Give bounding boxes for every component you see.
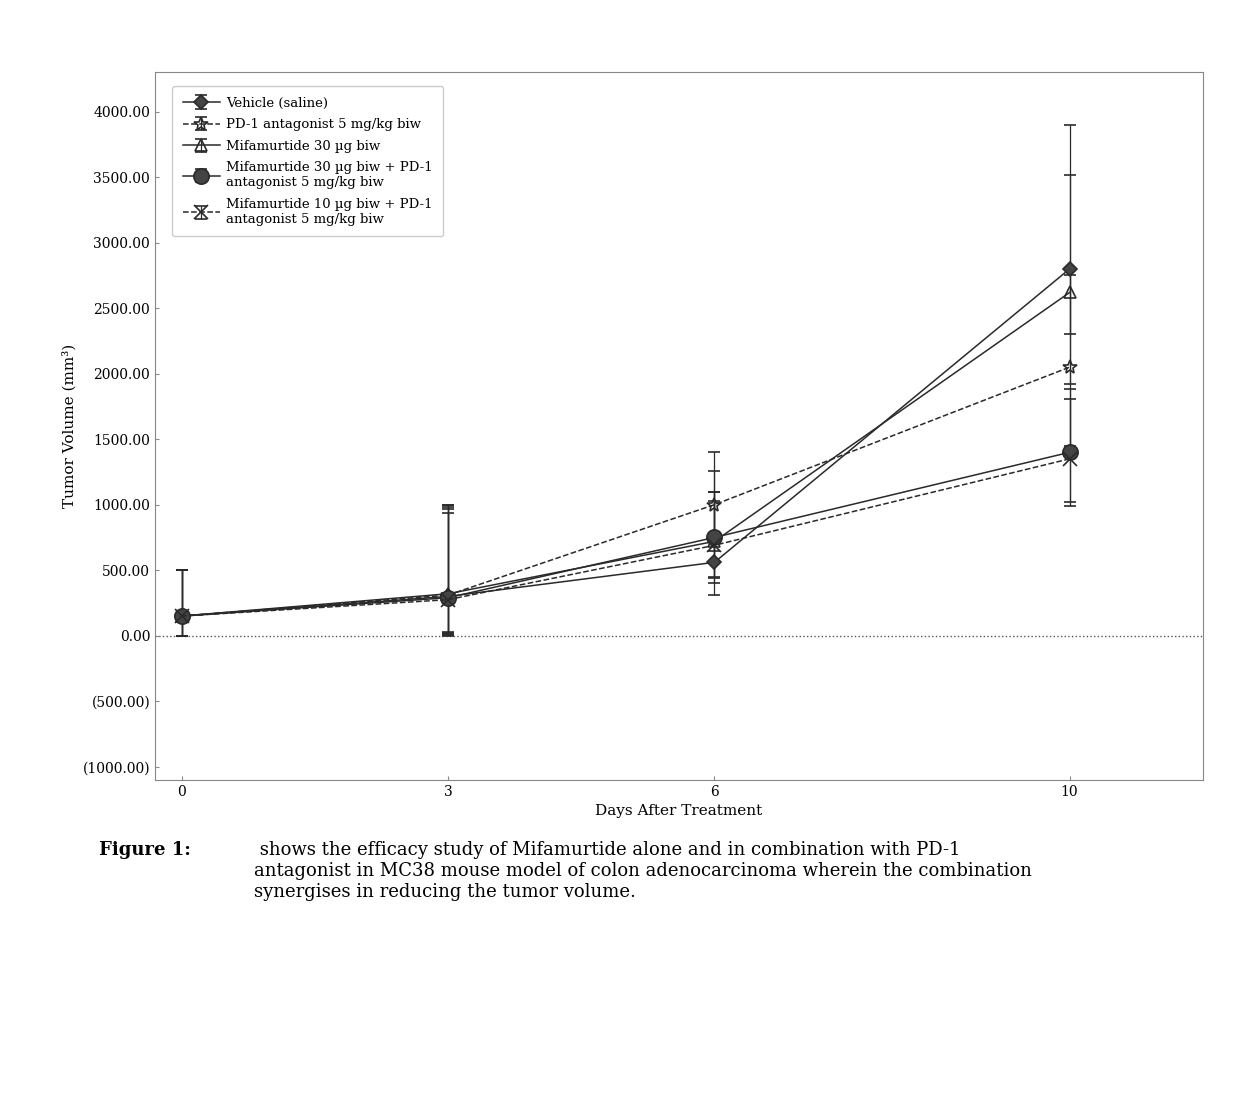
- Y-axis label: Tumor Volume (mm³): Tumor Volume (mm³): [62, 344, 77, 508]
- Legend: Vehicle (saline), PD-1 antagonist 5 mg/kg biw, Mifamurtide 30 µg biw, Mifamurtid: Vehicle (saline), PD-1 antagonist 5 mg/k…: [172, 86, 444, 236]
- Text: Figure 1:: Figure 1:: [99, 841, 191, 859]
- Text: shows the efficacy study of Mifamurtide alone and in combination with PD-1
antag: shows the efficacy study of Mifamurtide …: [254, 841, 1032, 901]
- X-axis label: Days After Treatment: Days After Treatment: [595, 804, 763, 818]
